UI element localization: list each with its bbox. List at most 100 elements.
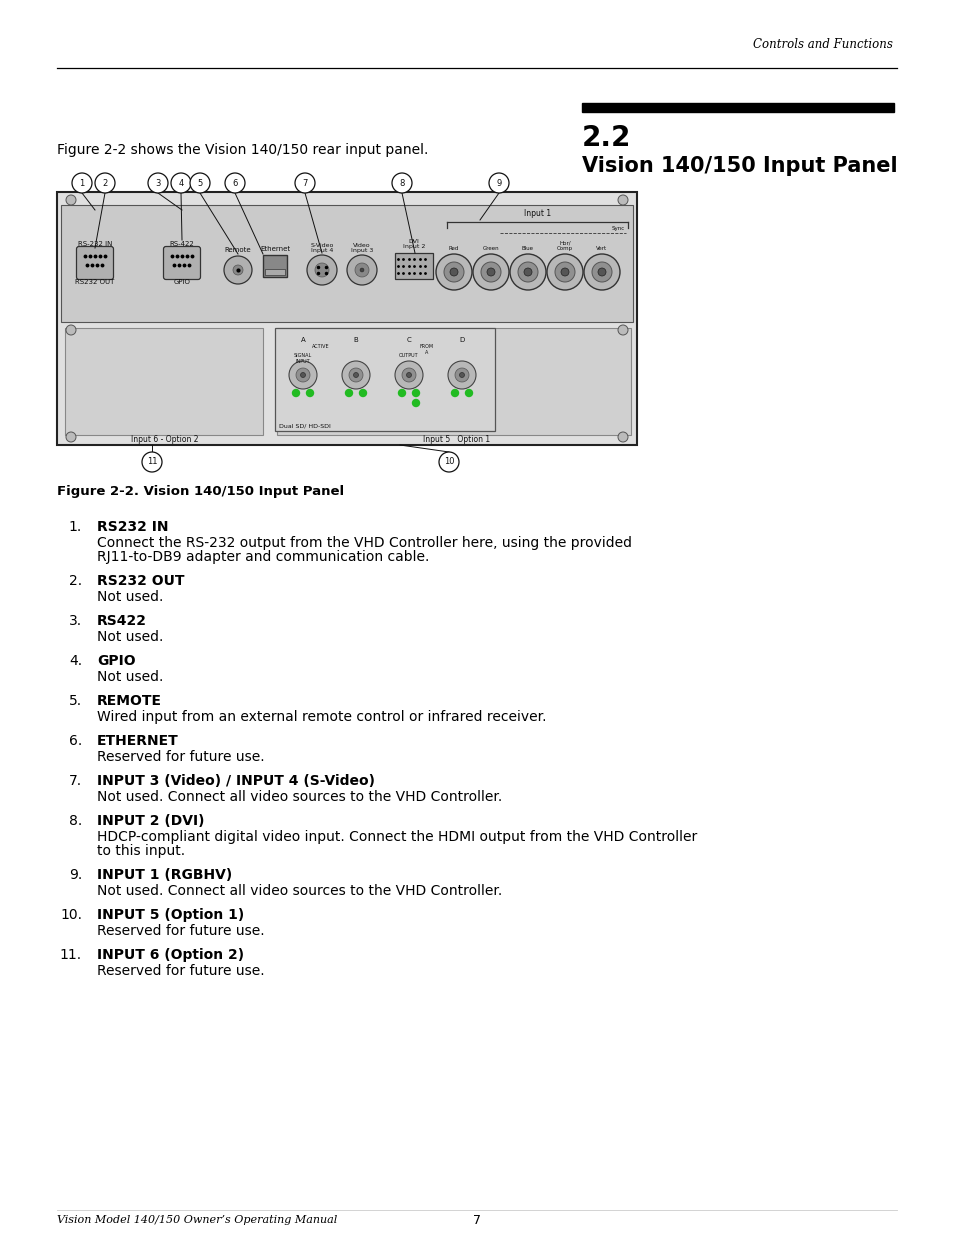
- Text: 3: 3: [155, 179, 160, 188]
- Text: Input 1: Input 1: [523, 209, 551, 219]
- Circle shape: [354, 373, 358, 378]
- Circle shape: [225, 173, 245, 193]
- Circle shape: [295, 368, 310, 382]
- Text: INPUT 6 (Option 2): INPUT 6 (Option 2): [97, 948, 244, 962]
- Circle shape: [450, 268, 457, 275]
- Text: INPUT 5 (Option 1): INPUT 5 (Option 1): [97, 908, 244, 923]
- Text: B: B: [354, 337, 358, 343]
- Text: INPUT 1 (RGBHV): INPUT 1 (RGBHV): [97, 868, 232, 882]
- Circle shape: [224, 256, 252, 284]
- Text: RS232 OUT: RS232 OUT: [97, 574, 184, 588]
- Circle shape: [300, 373, 305, 378]
- Text: Vert: Vert: [596, 246, 607, 251]
- Circle shape: [341, 361, 370, 389]
- Text: Not used.: Not used.: [97, 590, 163, 604]
- Text: 10.: 10.: [60, 908, 82, 923]
- Text: Input 3: Input 3: [351, 248, 373, 253]
- Text: Vision Model 140/150 Owner’s Operating Manual: Vision Model 140/150 Owner’s Operating M…: [57, 1215, 337, 1225]
- Circle shape: [618, 432, 627, 442]
- Text: Figure 2-2 shows the Vision 140/150 rear input panel.: Figure 2-2 shows the Vision 140/150 rear…: [57, 143, 428, 157]
- Bar: [581, 103, 893, 112]
- Circle shape: [392, 173, 412, 193]
- Text: RS232 IN: RS232 IN: [97, 520, 169, 534]
- Bar: [395, 253, 433, 279]
- Text: Input 5   Option 1: Input 5 Option 1: [423, 436, 490, 445]
- Text: 2.: 2.: [69, 574, 82, 588]
- Circle shape: [148, 173, 168, 193]
- Circle shape: [95, 173, 115, 193]
- Text: INPUT 3 (Video) / INPUT 4 (S-Video): INPUT 3 (Video) / INPUT 4 (S-Video): [97, 774, 375, 788]
- Text: INPUT 2 (DVI): INPUT 2 (DVI): [97, 814, 204, 827]
- Text: Reserved for future use.: Reserved for future use.: [97, 750, 264, 764]
- Text: Not used. Connect all video sources to the VHD Controller.: Not used. Connect all video sources to t…: [97, 790, 501, 804]
- Text: Hor/
Comp: Hor/ Comp: [557, 240, 573, 251]
- Circle shape: [347, 254, 376, 285]
- Text: 2.2: 2.2: [581, 124, 631, 152]
- Text: RS-422: RS-422: [170, 241, 194, 247]
- Circle shape: [412, 389, 419, 396]
- Circle shape: [459, 373, 464, 378]
- Text: 7: 7: [473, 1214, 480, 1226]
- Circle shape: [349, 368, 363, 382]
- Circle shape: [355, 263, 369, 277]
- Circle shape: [401, 368, 416, 382]
- Text: Input 4: Input 4: [311, 248, 333, 253]
- Text: Sync: Sync: [611, 226, 624, 231]
- Bar: [276, 329, 630, 435]
- Circle shape: [560, 268, 568, 275]
- Text: Input 2: Input 2: [402, 245, 425, 249]
- Text: OUTPUT: OUTPUT: [398, 353, 418, 358]
- Circle shape: [66, 432, 76, 442]
- Circle shape: [555, 262, 575, 282]
- Circle shape: [293, 389, 299, 396]
- Text: ACTIVE: ACTIVE: [312, 343, 330, 348]
- Text: A: A: [425, 350, 428, 354]
- Circle shape: [171, 173, 191, 193]
- Circle shape: [473, 254, 509, 290]
- Circle shape: [517, 262, 537, 282]
- Text: 11.: 11.: [60, 948, 82, 962]
- Text: SIGNAL
INPUT: SIGNAL INPUT: [294, 353, 312, 364]
- Circle shape: [306, 389, 314, 396]
- Text: 5.: 5.: [69, 694, 82, 708]
- Circle shape: [314, 263, 329, 277]
- Text: GPIO: GPIO: [97, 655, 135, 668]
- Text: 1.: 1.: [69, 520, 82, 534]
- Text: Dual SD/ HD-SDI: Dual SD/ HD-SDI: [278, 424, 331, 429]
- Text: Connect the RS-232 output from the VHD Controller here, using the provided: Connect the RS-232 output from the VHD C…: [97, 536, 631, 550]
- Circle shape: [359, 268, 364, 272]
- Circle shape: [395, 361, 422, 389]
- Text: GPIO: GPIO: [173, 279, 191, 285]
- Text: 4: 4: [178, 179, 183, 188]
- Text: D: D: [459, 337, 464, 343]
- Circle shape: [307, 254, 336, 285]
- Circle shape: [190, 173, 210, 193]
- Text: S-Video: S-Video: [310, 243, 334, 248]
- Text: 9.: 9.: [69, 868, 82, 882]
- Text: 4.: 4.: [69, 655, 82, 668]
- Circle shape: [455, 368, 469, 382]
- Text: 5: 5: [197, 179, 202, 188]
- Circle shape: [436, 254, 472, 290]
- Text: 7: 7: [302, 179, 308, 188]
- Text: 11: 11: [147, 457, 157, 467]
- Text: Input 6 - Option 2: Input 6 - Option 2: [132, 436, 198, 445]
- Circle shape: [618, 195, 627, 205]
- Text: Red: Red: [448, 246, 458, 251]
- Circle shape: [448, 361, 476, 389]
- Text: FROM: FROM: [419, 343, 434, 348]
- Circle shape: [583, 254, 619, 290]
- Text: Ethernet: Ethernet: [259, 246, 290, 252]
- Text: 6: 6: [233, 179, 237, 188]
- Text: C: C: [406, 337, 411, 343]
- Bar: [263, 254, 287, 277]
- Text: RJ11-to-DB9 adapter and communication cable.: RJ11-to-DB9 adapter and communication ca…: [97, 550, 429, 564]
- Text: Remote: Remote: [225, 247, 251, 253]
- Text: REMOTE: REMOTE: [97, 694, 162, 708]
- Circle shape: [510, 254, 545, 290]
- Text: Video: Video: [353, 243, 371, 248]
- Text: 7.: 7.: [69, 774, 82, 788]
- Text: Not used.: Not used.: [97, 671, 163, 684]
- Text: Blue: Blue: [521, 246, 534, 251]
- Circle shape: [546, 254, 582, 290]
